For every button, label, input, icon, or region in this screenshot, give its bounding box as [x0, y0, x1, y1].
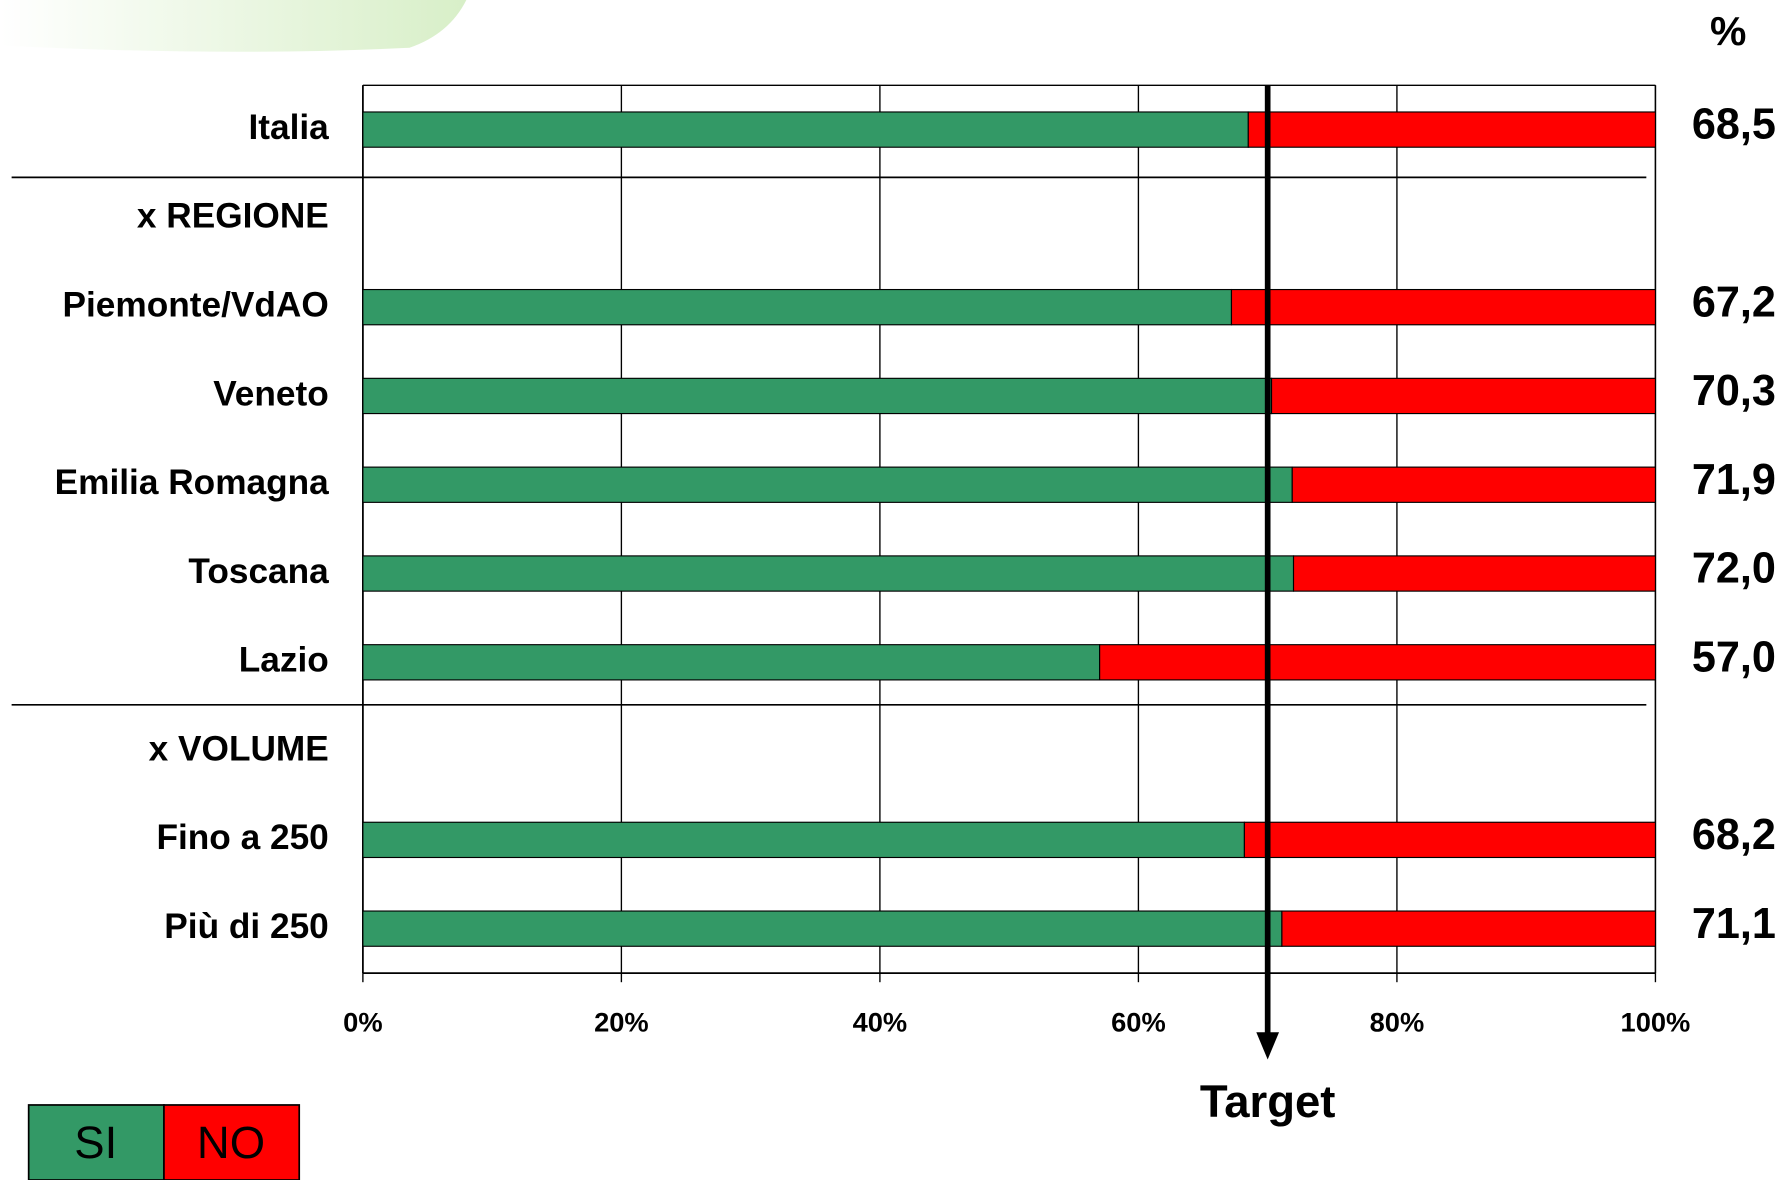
- category-label: Piemonte/VdAO: [63, 285, 329, 324]
- x-tick-label: 40%: [853, 1006, 908, 1037]
- bar-segment: [1281, 910, 1656, 947]
- category-label: Più di 250: [164, 907, 328, 946]
- legend-swatch: [163, 1104, 301, 1180]
- bar-segment: [362, 288, 1233, 326]
- bar-segment: [362, 910, 1283, 947]
- value-label: 70,3: [1692, 367, 1776, 415]
- value-label: 72,0: [1692, 545, 1776, 593]
- decoration: [0, 0, 467, 52]
- legend-label: NO: [197, 1117, 265, 1168]
- category-label: Emilia Romagna: [55, 463, 330, 502]
- bar-segment: [362, 111, 1249, 148]
- x-tick-label: 100%: [1621, 1006, 1691, 1037]
- bar-segment: [1292, 555, 1656, 592]
- value-label: 57,0: [1692, 633, 1776, 681]
- value-label: 71,9: [1692, 456, 1776, 504]
- category-label: Toscana: [188, 552, 329, 591]
- legend-swatch: [27, 1104, 165, 1180]
- value-label: 67,2: [1692, 278, 1776, 326]
- unit-label: %: [1710, 8, 1746, 54]
- category-label: x REGIONE: [137, 197, 329, 236]
- category-label: Lazio: [239, 641, 329, 680]
- target-arrowhead: [1256, 1032, 1280, 1060]
- category-label: x VOLUME: [149, 729, 329, 768]
- bar-segment: [1230, 288, 1656, 326]
- bar-segment: [1243, 821, 1656, 859]
- value-label: 71,1: [1692, 900, 1776, 948]
- target-label: Target: [1200, 1076, 1336, 1127]
- value-label: 68,2: [1692, 811, 1776, 859]
- x-tick-label: 0%: [343, 1006, 382, 1037]
- category-label: Italia: [248, 108, 329, 147]
- bar-segment: [1099, 644, 1656, 681]
- x-tick-label: 60%: [1111, 1006, 1166, 1037]
- category-label: Veneto: [213, 374, 329, 413]
- legend-label: SI: [74, 1117, 117, 1168]
- x-tick-label: 80%: [1370, 1006, 1425, 1037]
- bar-segment: [362, 644, 1101, 681]
- bar-segment: [1291, 466, 1656, 503]
- bar-segment: [362, 555, 1295, 592]
- bar-segment: [1270, 377, 1656, 415]
- value-label: 68,5: [1692, 101, 1776, 149]
- bar-segment: [362, 466, 1293, 503]
- bar-segment: [362, 377, 1273, 415]
- bar-segment: [1247, 111, 1656, 148]
- x-tick-label: 20%: [594, 1006, 649, 1037]
- bar-segment: [362, 821, 1245, 859]
- category-label: Fino a 250: [156, 818, 328, 857]
